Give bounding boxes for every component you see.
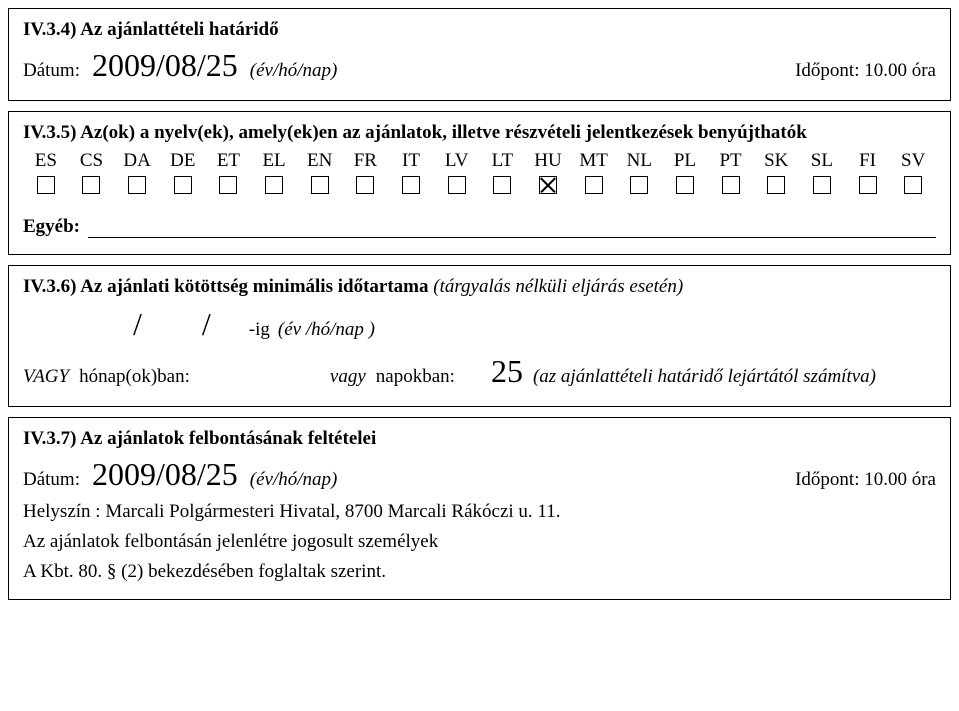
until-format: (év /hó/nap ) — [278, 319, 375, 341]
lang-checkbox-fi[interactable] — [859, 176, 877, 194]
lang-checkbox-pt[interactable] — [722, 176, 740, 194]
lang-checkbox-de[interactable] — [174, 176, 192, 194]
row-iv37-date: Dátum: 2009/08/25 (év/hó/nap) Időpont: 1… — [23, 456, 936, 493]
days-note: (az ajánlattételi határidő lejártától sz… — [533, 366, 876, 388]
lang-code: PL — [662, 150, 708, 172]
until-slashes: / / — [133, 306, 211, 343]
other-label: Egyéb: — [23, 216, 80, 238]
or-row: VAGY hónap(ok)ban: vagy napokban: 25 (az… — [23, 353, 936, 390]
section-iv37: IV.3.7) Az ajánlatok felbontásának felté… — [8, 417, 951, 600]
until-ig: -ig — [249, 319, 270, 341]
lang-code: EL — [251, 150, 297, 172]
heading-iv35: IV.3.5) Az(ok) a nyelv(ek), amely(ek)en … — [23, 122, 936, 144]
lang-checkbox-el[interactable] — [265, 176, 283, 194]
heading-iv37: IV.3.7) Az ajánlatok felbontásának felté… — [23, 428, 936, 450]
lang-checkbox-es[interactable] — [37, 176, 55, 194]
lang-code: SK — [753, 150, 799, 172]
other-row: Egyéb: — [23, 216, 936, 238]
lang-code: EN — [297, 150, 343, 172]
lang-code: FI — [845, 150, 891, 172]
lang-checkbox-sl[interactable] — [813, 176, 831, 194]
heading-iv36-italic: (tárgyalás nélküli eljárás esetén) — [433, 276, 683, 297]
lang-checkbox-nl[interactable] — [630, 176, 648, 194]
lang-checkbox-cs[interactable] — [82, 176, 100, 194]
lang-checkbox-sv[interactable] — [904, 176, 922, 194]
lang-code: NL — [616, 150, 662, 172]
lang-checkbox-fr[interactable] — [356, 176, 374, 194]
lang-checkbox-it[interactable] — [402, 176, 420, 194]
other-input-line[interactable] — [88, 218, 936, 238]
lang-checkbox-lv[interactable] — [448, 176, 466, 194]
time-label-iv37: Időpont: — [795, 469, 859, 490]
lang-code: LV — [434, 150, 480, 172]
lang-code: LT — [480, 150, 526, 172]
until-row: / / -ig (év /hó/nap ) — [133, 306, 936, 343]
lang-code: HU — [525, 150, 571, 172]
lang-code: ET — [206, 150, 252, 172]
days-prefix: vagy — [330, 366, 366, 388]
lang-code: DA — [114, 150, 160, 172]
lang-checkbox-row — [23, 176, 936, 194]
lang-checkbox-hu[interactable] — [539, 176, 557, 194]
lang-code: CS — [69, 150, 115, 172]
ref-iv37: A Kbt. 80. § (2) bekezdésében foglaltak … — [23, 561, 936, 583]
section-iv35: IV.3.5) Az(ok) a nyelv(ek), amely(ek)en … — [8, 111, 951, 255]
lang-checkbox-sk[interactable] — [767, 176, 785, 194]
time-value-iv37: 10.00 óra — [864, 469, 936, 490]
time-iv34: Időpont: 10.00 óra — [795, 60, 936, 82]
section-iv34: IV.3.4) Az ajánlattételi határidő Dátum:… — [8, 8, 951, 101]
row-iv34: Dátum: 2009/08/25 (év/hó/nap) Időpont: 1… — [23, 47, 936, 84]
date-label-iv34: Dátum: — [23, 60, 80, 82]
slash-2: / — [202, 306, 211, 343]
heading-iv36-prefix: IV.3.6) Az ajánlati kötöttség minimális … — [23, 276, 429, 297]
lang-checkbox-mt[interactable] — [585, 176, 603, 194]
lang-code: IT — [388, 150, 434, 172]
presence-iv37: Az ajánlatok felbontásán jelenlétre jogo… — [23, 531, 936, 553]
lang-code: FR — [343, 150, 389, 172]
date-format-iv34: (év/hó/nap) — [250, 60, 338, 82]
lang-header-row: ES CS DA DE ET EL EN FR IT LV LT HU MT N… — [23, 150, 936, 172]
lang-checkbox-et[interactable] — [219, 176, 237, 194]
heading-iv34: IV.3.4) Az ajánlattételi határidő — [23, 19, 936, 41]
lang-code: SV — [890, 150, 936, 172]
heading-iv36: IV.3.6) Az ajánlati kötöttség minimális … — [23, 276, 936, 298]
lang-checkbox-pl[interactable] — [676, 176, 694, 194]
date-value-iv37: 2009/08/25 — [92, 456, 238, 493]
date-format-iv37: (év/hó/nap) — [250, 469, 338, 491]
date-label-iv37: Dátum: — [23, 469, 80, 491]
section-iv36: IV.3.6) Az ajánlati kötöttség minimális … — [8, 265, 951, 407]
location-iv37: Helyszín : Marcali Polgármesteri Hivatal… — [23, 501, 936, 523]
lang-checkbox-lt[interactable] — [493, 176, 511, 194]
lang-code: DE — [160, 150, 206, 172]
days-value: 25 — [491, 353, 523, 390]
lang-checkbox-en[interactable] — [311, 176, 329, 194]
lang-code: PT — [708, 150, 754, 172]
days-label: napokban: — [376, 366, 455, 388]
time-label-iv34: Időpont: — [795, 60, 859, 81]
lang-code: SL — [799, 150, 845, 172]
lang-checkbox-da[interactable] — [128, 176, 146, 194]
lang-code: ES — [23, 150, 69, 172]
date-value-iv34: 2009/08/25 — [92, 47, 238, 84]
months-label: hónap(ok)ban: — [79, 366, 190, 388]
or-vagy: VAGY — [23, 366, 69, 388]
slash-1: / — [133, 306, 142, 343]
time-value-iv34: 10.00 óra — [864, 60, 936, 81]
time-iv37: Időpont: 10.00 óra — [795, 469, 936, 491]
lang-code: MT — [571, 150, 617, 172]
